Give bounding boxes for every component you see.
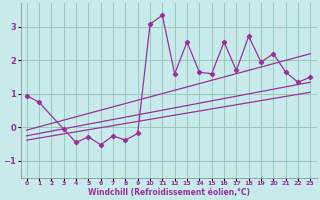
X-axis label: Windchill (Refroidissement éolien,°C): Windchill (Refroidissement éolien,°C) bbox=[88, 188, 250, 197]
